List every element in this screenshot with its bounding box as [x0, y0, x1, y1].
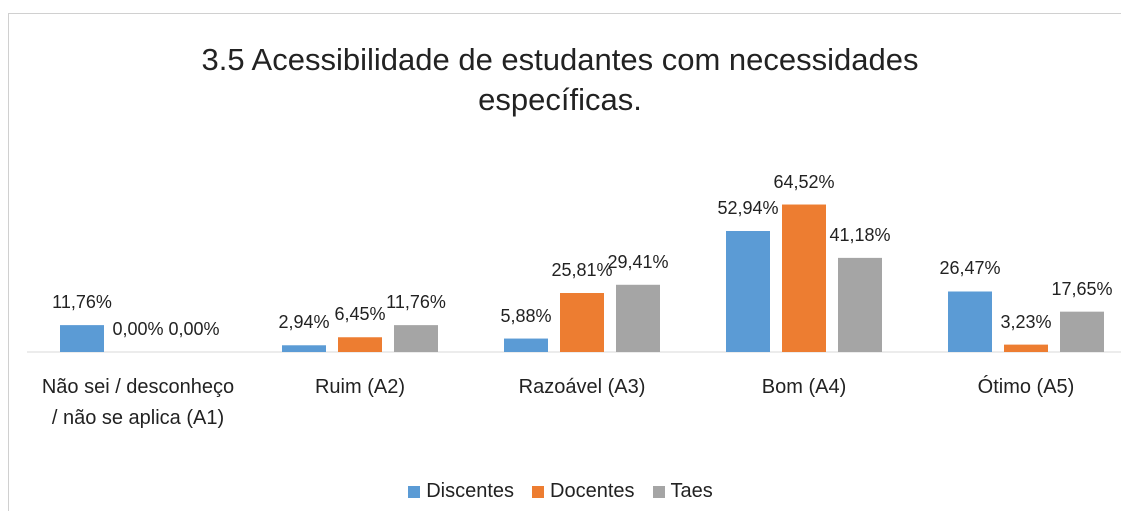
frame-left	[8, 13, 9, 511]
x-tick-label: Razoável (A3)	[518, 376, 646, 398]
bar	[338, 337, 382, 352]
data-label: 0,00%	[112, 319, 164, 339]
legend-label: Taes	[670, 480, 713, 502]
legend-swatch	[652, 485, 665, 498]
legend-item: Discentes	[408, 480, 514, 503]
bar	[616, 284, 660, 352]
bar	[1004, 344, 1048, 352]
legend-swatch	[532, 485, 545, 498]
data-label: 11,76%	[52, 292, 112, 313]
chart-title: 3.5 Acessibilidade de estudantes com nec…	[201, 42, 919, 117]
data-label: 52,94%	[717, 197, 779, 218]
bar	[948, 291, 992, 352]
bar	[1060, 311, 1104, 352]
data-label: 41,18%	[829, 224, 891, 245]
data-label: 17,65%	[1051, 278, 1113, 299]
bar	[504, 338, 548, 352]
data-label: 29,41%	[607, 251, 669, 272]
data-label: 26,47%	[939, 258, 1001, 279]
legend: Discentes Docentes Taes	[0, 480, 1121, 503]
legend-swatch	[408, 485, 421, 498]
data-label: 2,94%	[278, 312, 330, 333]
legend-label: Docentes	[550, 480, 635, 502]
x-tick-label: Não sei / desconheço / não se aplica (A1…	[41, 376, 235, 429]
bar	[560, 293, 604, 352]
data-label: 5,88%	[500, 305, 552, 326]
x-tick-label: Ruim (A2)	[314, 376, 405, 398]
bar	[782, 204, 826, 352]
frame-top	[8, 13, 1121, 14]
legend-item: Docentes	[532, 480, 635, 503]
bar	[726, 230, 770, 352]
bar	[394, 325, 438, 352]
bar	[60, 325, 104, 352]
data-label: 6,45%	[334, 304, 386, 325]
bar	[838, 257, 882, 352]
data-label: 64,52%	[773, 171, 835, 192]
bar	[282, 345, 326, 352]
legend-label: Discentes	[426, 480, 515, 502]
data-label: 11,76%	[386, 292, 446, 313]
x-tick-label: Bom (A4)	[761, 376, 847, 398]
data-label: 0,00%	[168, 319, 220, 339]
data-label: 25,81%	[551, 260, 613, 280]
x-tick-label: Ótimo (A5)	[977, 376, 1075, 398]
data-label: 3,23%	[1000, 311, 1052, 332]
legend-item: Taes	[652, 480, 713, 503]
